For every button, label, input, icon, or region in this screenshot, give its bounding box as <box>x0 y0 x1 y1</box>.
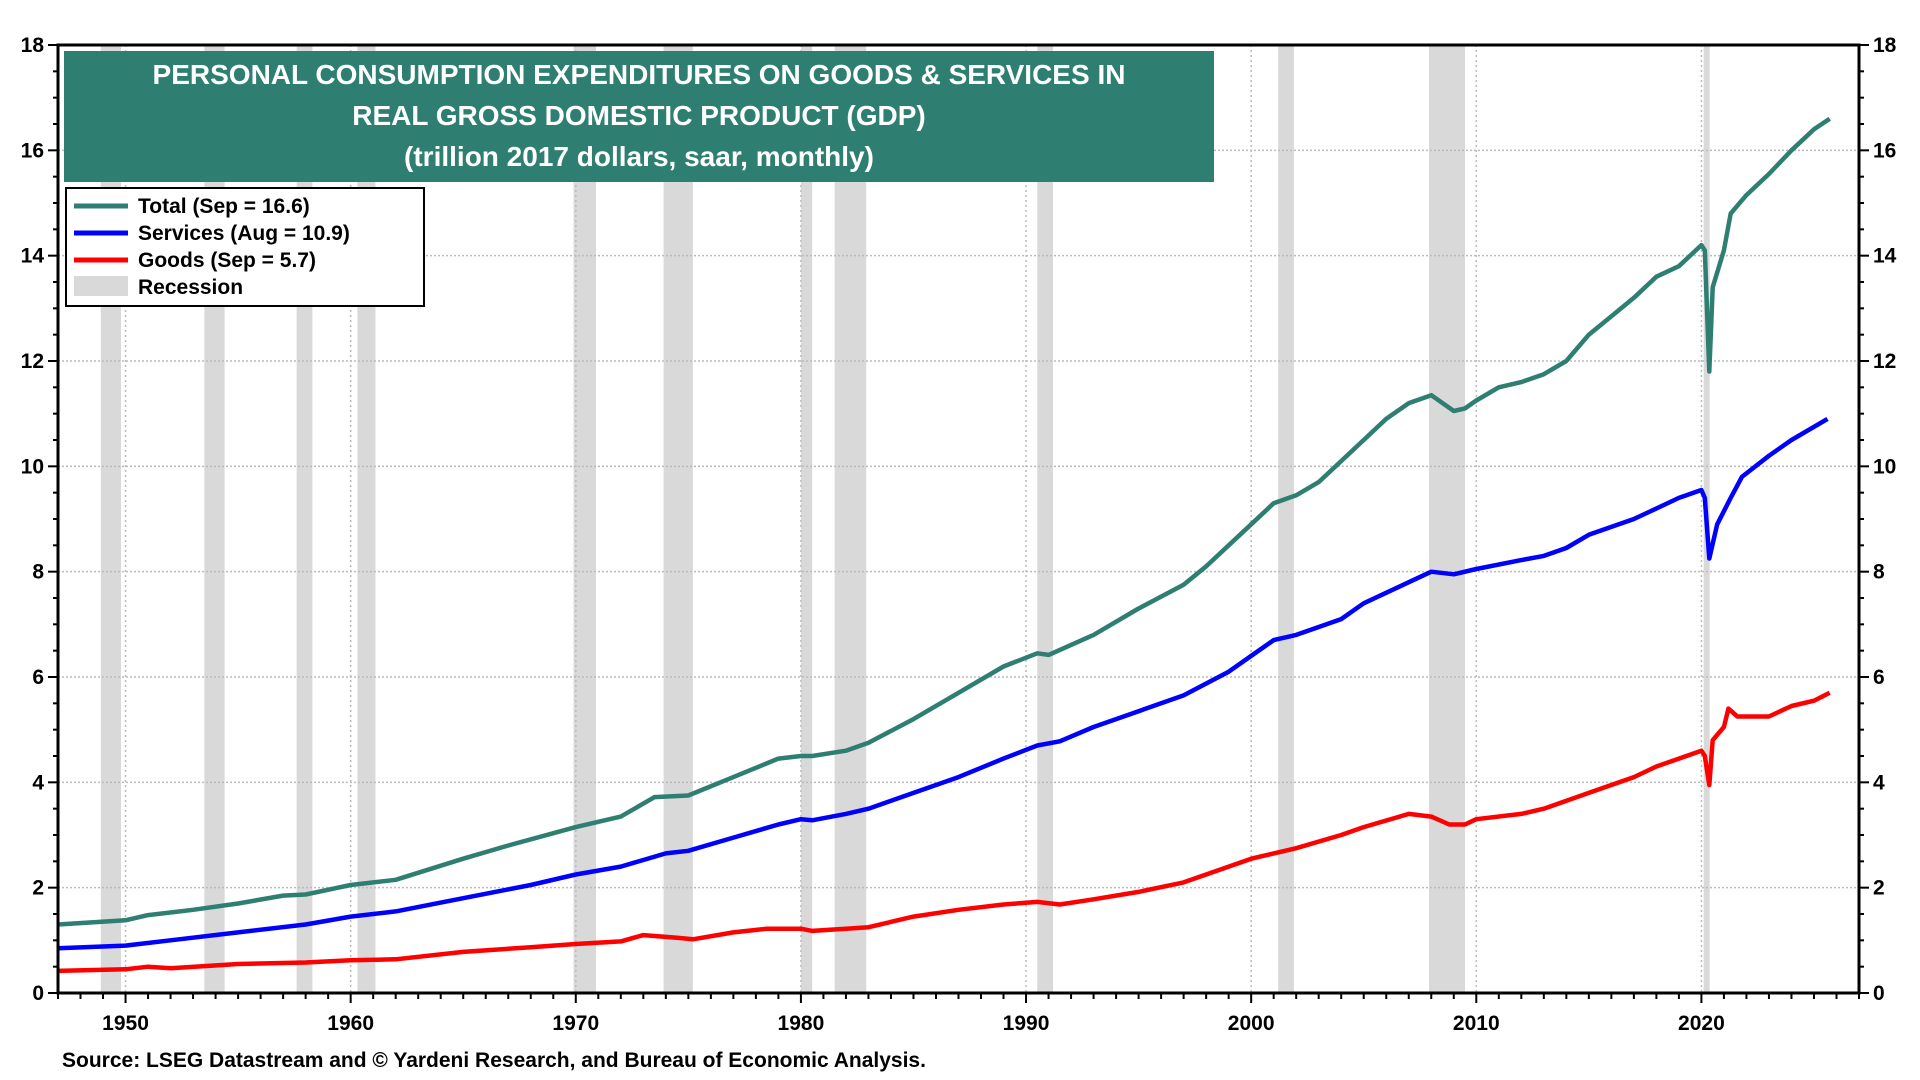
title-background <box>64 51 1214 182</box>
y-tick-label-left: 0 <box>32 982 44 1005</box>
x-tick-label: 1960 <box>327 1012 374 1035</box>
series-line-goods <box>57 690 1831 974</box>
y-tick-label-left: 8 <box>32 561 44 584</box>
y-tick-label-left: 10 <box>21 455 44 478</box>
recession-band <box>1278 45 1294 993</box>
series-lines <box>57 116 1831 974</box>
x-tick-label: 2020 <box>1678 1012 1725 1035</box>
legend-swatch-recession <box>74 276 128 296</box>
y-tick-label-left: 16 <box>21 139 44 162</box>
recession-band <box>573 45 597 993</box>
legend-label-goods: Goods (Sep = 5.7) <box>138 249 316 272</box>
x-tick-label: 1980 <box>778 1012 825 1035</box>
y-tick-label-right: 8 <box>1873 561 1885 584</box>
y-tick-label-right: 2 <box>1873 877 1885 900</box>
recession-band <box>1429 45 1466 993</box>
y-tick-label-left: 4 <box>32 771 44 794</box>
title-line-2: REAL GROSS DOMESTIC PRODUCT (GDP) <box>352 100 926 131</box>
series-line-services <box>57 416 1829 951</box>
y-tick-label-left: 2 <box>32 877 44 900</box>
axes: 0 0 2 2 4 4 6 6 8 8 10 10 12 12 14 14 16 16 18 18 1950 1960 19… <box>21 34 1897 1035</box>
x-tick-label: 2000 <box>1228 1012 1275 1035</box>
recession-band <box>1037 45 1054 993</box>
y-tick-label-left: 18 <box>21 34 45 57</box>
legend: Total (Sep = 16.6) Services (Aug = 10.9)… <box>65 187 425 307</box>
y-tick-label-right: 4 <box>1873 771 1885 794</box>
y-tick-label-left: 6 <box>32 666 44 689</box>
y-tick-label-left: 12 <box>21 350 44 373</box>
recession-band <box>800 45 813 993</box>
y-tick-label-right: 12 <box>1873 350 1896 373</box>
y-tick-label-right: 6 <box>1873 666 1885 689</box>
y-tick-label-right: 16 <box>1873 139 1896 162</box>
recession-band <box>663 45 693 993</box>
legend-label-services: Services (Aug = 10.9) <box>138 222 350 245</box>
legend-label-recession: Recession <box>138 276 243 299</box>
y-tick-label-right: 14 <box>1873 245 1897 268</box>
title-line-1: PERSONAL CONSUMPTION EXPENDITURES ON GOO… <box>153 59 1126 90</box>
series-line-total <box>57 116 1831 927</box>
y-tick-label-right: 0 <box>1873 982 1885 1005</box>
recession-band <box>834 45 867 993</box>
x-tick-label: 1990 <box>1003 1012 1050 1035</box>
title-box: PERSONAL CONSUMPTION EXPENDITURES ON GOO… <box>64 51 1214 182</box>
y-tick-label-right: 18 <box>1873 34 1897 57</box>
title-line-3: (trillion 2017 dollars, saar, monthly) <box>404 141 874 172</box>
x-tick-label: 2010 <box>1453 1012 1500 1035</box>
source-note: Source: LSEG Datastream and © Yardeni Re… <box>62 1049 926 1072</box>
legend-label-total: Total (Sep = 16.6) <box>138 195 310 218</box>
y-tick-label-right: 10 <box>1873 455 1896 478</box>
x-tick-label: 1970 <box>552 1012 599 1035</box>
y-tick-label-left: 14 <box>21 245 45 268</box>
x-tick-label: 1950 <box>102 1012 149 1035</box>
